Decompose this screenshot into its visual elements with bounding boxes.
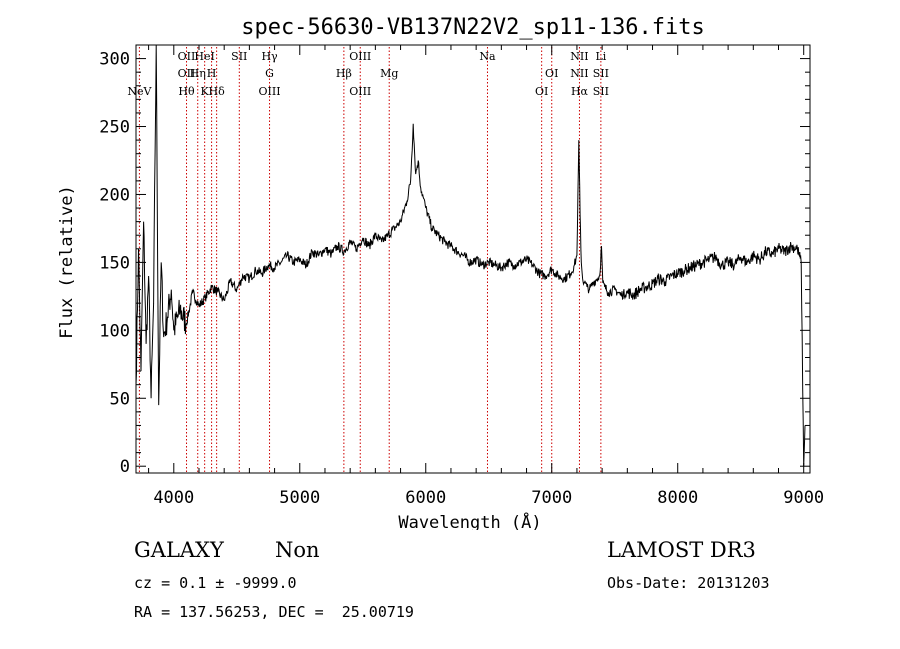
x-tick-label: 5000 — [279, 488, 320, 508]
obs-date: Obs-Date: 20131203 — [607, 574, 770, 592]
y-tick-label: 150 — [99, 253, 130, 273]
y-axis-label: Flux (relative) — [57, 185, 77, 339]
line-marker-label: SII — [593, 85, 609, 98]
line-marker-label: OI — [545, 67, 558, 80]
spectral-line-labels: NeV OII OII Hθ Hη HeI KH Hδ SII Hγ G OIII Hβ OIII OIII… — [127, 50, 609, 98]
spectrum-chart: spec-56630-VB137N22V2_sp11-136.fits NeV O… — [57, 15, 824, 530]
line-marker-label: NII — [570, 50, 588, 63]
line-marker-label: Na — [479, 50, 496, 63]
spectrum-line — [135, 44, 806, 467]
line-marker-label: OII — [178, 50, 196, 63]
line-marker-label: H — [207, 67, 217, 80]
line-marker-label: G — [265, 67, 274, 80]
redshift-readout: cz = 0.1 ± -9999.0 — [134, 574, 297, 592]
line-marker-label: OII — [178, 67, 196, 80]
line-marker-label: SII — [593, 67, 609, 80]
line-marker-label: Hδ — [209, 85, 226, 98]
chart-title: spec-56630-VB137N22V2_sp11-136.fits — [241, 15, 705, 40]
y-tick-label: 0 — [120, 457, 130, 477]
x-tick-label: 7000 — [531, 488, 572, 508]
x-axis-ticks: 4000 5000 6000 7000 8000 9000 — [148, 45, 824, 508]
line-marker-label: OIII — [259, 85, 281, 98]
line-marker-label: Hγ — [261, 50, 278, 63]
y-axis-ticks: 0 50 100 150 200 250 300 — [99, 50, 810, 477]
object-class: GALAXY — [134, 538, 224, 562]
line-marker-label: OIII — [349, 85, 371, 98]
line-marker-label: Hβ — [336, 67, 352, 80]
coordinates: RA = 137.56253, DEC = 25.00719 — [134, 603, 414, 621]
survey-name: LAMOST DR3 — [607, 538, 756, 562]
y-tick-label: 200 — [99, 185, 130, 205]
line-marker-label: OIII — [349, 50, 371, 63]
x-tick-label: 8000 — [657, 488, 698, 508]
line-marker-label: Mg — [380, 67, 398, 80]
line-marker-label: SII — [231, 50, 247, 63]
x-axis-label: Wavelength (Å) — [398, 511, 541, 530]
line-marker-label: NII — [570, 67, 588, 80]
line-marker-label: Hθ — [178, 85, 195, 98]
line-marker-label: Hη — [190, 67, 206, 80]
x-tick-label: 6000 — [405, 488, 446, 508]
line-marker-label: HeI — [194, 50, 214, 63]
spectral-line-markers — [138, 47, 602, 473]
x-tick-label: 4000 — [153, 488, 194, 508]
line-marker-label: K — [201, 85, 210, 98]
y-tick-label: 50 — [110, 389, 130, 409]
line-marker-label: Hα — [571, 85, 589, 98]
object-subclass: Non — [275, 538, 320, 562]
line-marker-label: OI — [535, 85, 548, 98]
line-marker-label: Li — [595, 50, 606, 63]
y-tick-label: 250 — [99, 118, 130, 138]
line-marker-label: NeV — [127, 85, 152, 98]
plot-frame — [135, 44, 811, 474]
y-tick-label: 100 — [99, 321, 130, 341]
x-tick-label: 9000 — [783, 488, 824, 508]
y-tick-label: 300 — [99, 50, 130, 70]
